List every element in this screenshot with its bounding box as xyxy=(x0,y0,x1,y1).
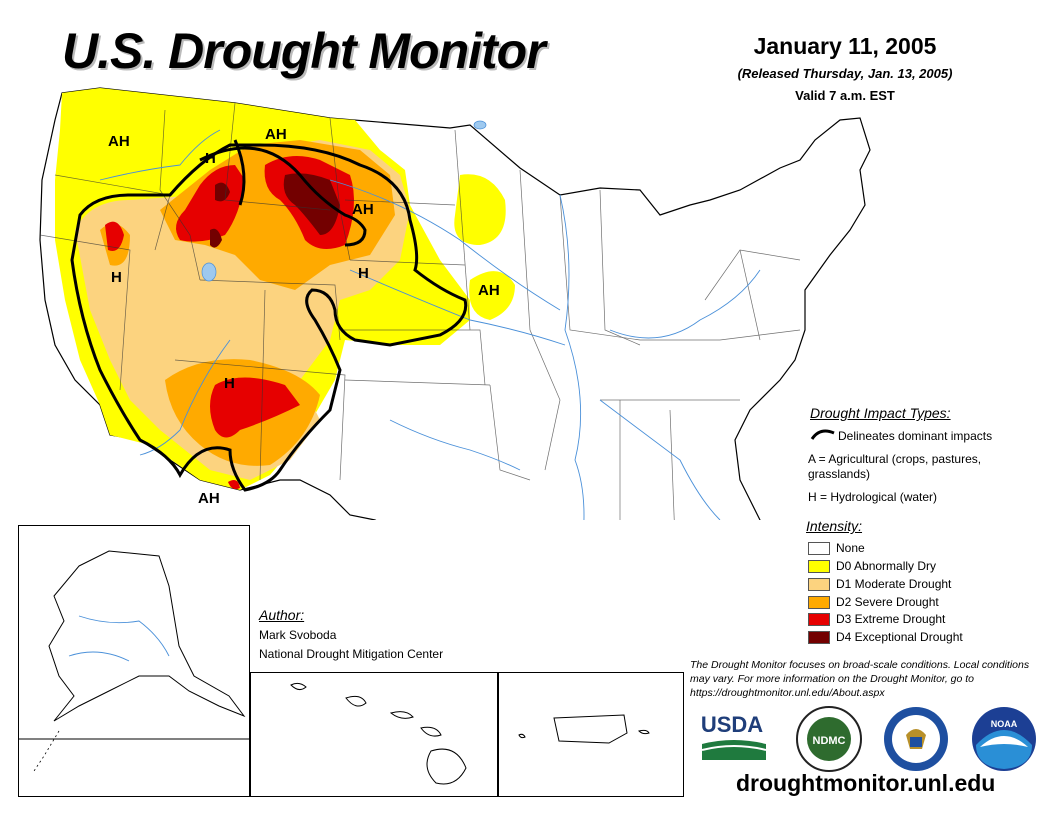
label-ah-iowa: AH xyxy=(478,282,500,299)
valid-time: Valid 7 a.m. EST xyxy=(795,88,895,103)
noaa-logo-text: NOAA xyxy=(991,719,1018,729)
usda-logo-text: USDA xyxy=(700,712,764,737)
page-title: U.S. Drought Monitor xyxy=(62,23,546,79)
impact-legend-heading: Drought Impact Types: xyxy=(810,405,951,421)
alaska-map xyxy=(19,550,249,772)
intensity-legend-heading: Intensity: xyxy=(806,518,863,534)
commerce-logo xyxy=(882,705,950,773)
d4-areas xyxy=(210,173,340,248)
label-ah-southaz: AH xyxy=(198,490,220,507)
swatch-d0 xyxy=(808,560,830,573)
author-organization: National Drought Mitigation Center xyxy=(259,647,444,661)
drought-map: AH AH H AH H H AH H xyxy=(39,87,871,520)
usda-logo: USDA xyxy=(700,712,768,760)
map-date: January 11, 2005 xyxy=(753,33,937,59)
rivers xyxy=(99,129,761,520)
site-url[interactable]: droughtmonitor.unl.edu xyxy=(736,770,996,796)
swatch-d3 xyxy=(808,613,830,626)
noaa-logo: NOAA xyxy=(970,705,1038,773)
label-h-idaho: H xyxy=(205,150,216,167)
impact-delineation-lines xyxy=(70,139,468,492)
release-date: (Released Thursday, Jan. 13, 2005) xyxy=(737,66,953,81)
puerto-rico-map xyxy=(518,714,650,744)
intensity-label: D1 Moderate Drought xyxy=(836,577,952,591)
hawaii-inset xyxy=(250,672,498,797)
intensity-label: D4 Exceptional Drought xyxy=(836,630,963,644)
swatch-d2 xyxy=(808,596,830,609)
label-h-nevada: H xyxy=(111,269,122,286)
label-ah-montana: AH xyxy=(265,126,287,143)
swatch-d4 xyxy=(808,631,830,644)
swatch-none xyxy=(808,542,830,555)
commerce-seal xyxy=(884,707,948,771)
label-h-nebraska: H xyxy=(358,265,369,282)
noaa-seal: NOAA xyxy=(972,707,1036,771)
hawaii-map xyxy=(290,682,467,785)
intensity-label: D3 Extreme Drought xyxy=(836,612,946,626)
hydrological-legend-text: H = Hydrological (water) xyxy=(808,490,938,504)
ndmc-logo-text: NDMC xyxy=(813,735,846,747)
puerto-rico-inset xyxy=(498,672,684,797)
label-h-arizona: H xyxy=(224,375,235,392)
intensity-label: D2 Severe Drought xyxy=(836,595,939,609)
label-ah-southaz-wrap: AH xyxy=(198,490,220,507)
ndmc-logo-seal: NDMC xyxy=(796,706,862,772)
intensity-label: None xyxy=(836,541,865,555)
swatch-d1 xyxy=(808,578,830,591)
state-borders xyxy=(39,102,801,520)
delineation-line-icon xyxy=(810,429,835,440)
label-ah-dakotas: AH xyxy=(352,201,374,218)
lakes xyxy=(201,120,487,282)
intensity-label: D0 Abnormally Dry xyxy=(836,559,937,573)
disclaimer-note: The Drought Monitor focuses on broad-sca… xyxy=(690,659,1030,699)
ndmc-logo: NDMC xyxy=(795,705,863,773)
agricultural-legend-text: A = Agricultural (crops, pastures, grass… xyxy=(808,452,982,481)
author-heading: Author: xyxy=(259,607,305,623)
usda-logo-waves xyxy=(702,740,766,760)
author-name: Mark Svoboda xyxy=(259,628,337,642)
alaska-inset xyxy=(18,525,250,797)
label-ah-northwest: AH xyxy=(108,133,130,150)
delineation-legend-text: Delineates dominant impacts xyxy=(838,429,993,443)
